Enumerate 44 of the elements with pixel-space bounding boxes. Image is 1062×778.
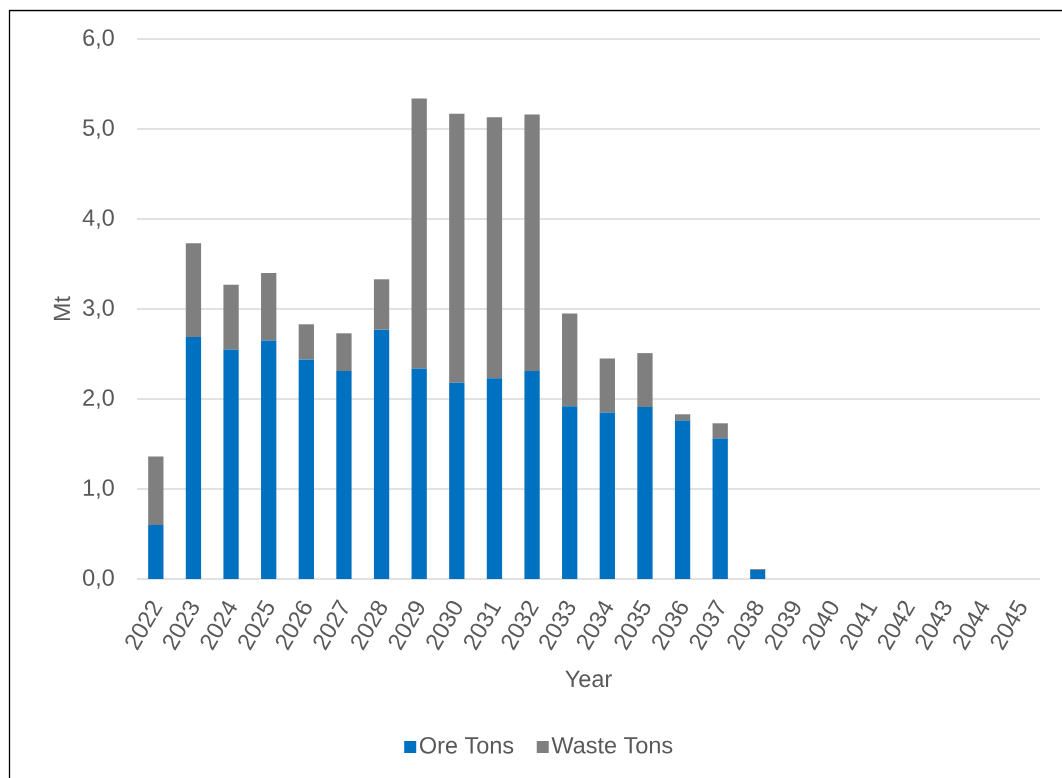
bar [336, 333, 352, 372]
bar [750, 570, 766, 579]
bar [599, 412, 615, 579]
x-axis-title: Year [565, 670, 612, 688]
y-tick-label: 2,0 [83, 389, 114, 409]
legend-label: Ore Tons [419, 737, 514, 754]
y-tick-label: 4,0 [82, 209, 114, 229]
y-tick-label: 1,0 [83, 479, 114, 499]
bar [449, 113, 465, 383]
bar [336, 371, 352, 579]
bar [674, 420, 691, 579]
bar [637, 353, 653, 408]
bar [298, 324, 314, 360]
legend-label: Waste Tons [551, 737, 673, 754]
bar [373, 279, 390, 330]
bar [562, 406, 578, 579]
y-tick-label: 3,0 [83, 299, 114, 319]
bar [261, 273, 277, 341]
bar [223, 284, 239, 350]
y-axis-title: Mt [53, 296, 71, 321]
bar [562, 313, 578, 407]
bar [674, 414, 691, 421]
bar [373, 329, 390, 579]
bar [148, 456, 164, 525]
bar [411, 368, 427, 579]
bar [637, 407, 653, 579]
bar [223, 349, 239, 579]
bar [185, 336, 202, 579]
bar [148, 525, 164, 579]
bar [298, 359, 314, 579]
bar [524, 371, 540, 579]
bar [486, 378, 503, 579]
bar [261, 340, 277, 579]
bar [449, 382, 465, 579]
y-tick-label: 6,0 [83, 29, 114, 49]
bar [599, 358, 615, 413]
bar [185, 243, 202, 337]
bar [411, 98, 427, 369]
y-tick-label: 5,0 [83, 119, 114, 139]
bar [712, 438, 728, 579]
y-tick-label: 0,0 [83, 569, 114, 589]
bar [712, 423, 728, 439]
bar [524, 114, 540, 372]
bar [486, 117, 503, 379]
